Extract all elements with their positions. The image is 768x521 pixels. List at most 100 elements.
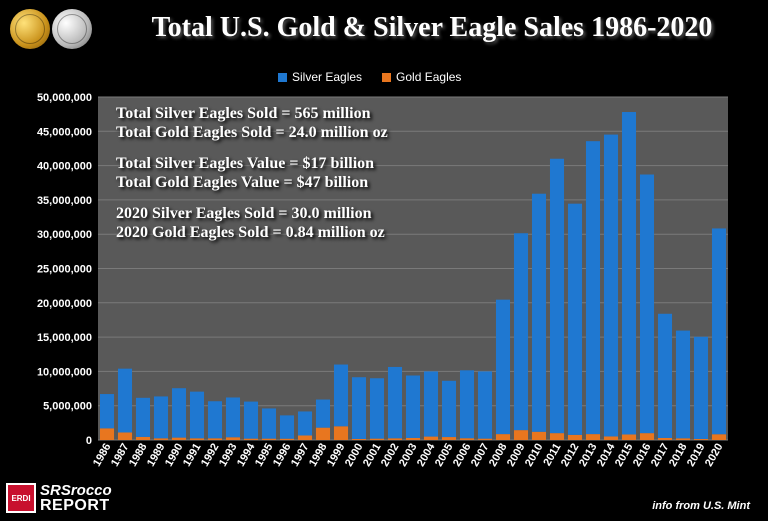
legend-swatch-silver (278, 72, 287, 82)
annotation-2020-gold: 2020 Gold Eagles Sold = 0.84 million oz (116, 224, 385, 241)
x-tick-label: 2016 (631, 442, 654, 469)
y-tick-label: 45,000,000 (37, 126, 92, 138)
y-tick-label: 35,000,000 (37, 195, 92, 207)
x-tick-label: 2008 (487, 442, 510, 469)
bar-silver-2008 (495, 299, 511, 435)
bar-gold-2018 (675, 438, 691, 440)
y-tick-label: 5,000,000 (43, 401, 92, 413)
x-tick-label: 2019 (685, 442, 708, 469)
legend-label-silver: Silver Eagles (292, 70, 363, 84)
bar-gold-2012 (567, 434, 583, 440)
bar-silver-2015 (621, 112, 637, 435)
bar-gold-2006 (459, 438, 475, 440)
bar-gold-2020 (711, 434, 727, 440)
bar-silver-2012 (567, 203, 583, 435)
bar-silver-2003 (405, 375, 421, 438)
bar-gold-1989 (153, 438, 169, 440)
x-tick-label: 1993 (217, 442, 240, 469)
legend-item-gold: Gold Eagles (382, 70, 461, 84)
x-tick-label: 2012 (559, 442, 582, 469)
bar-gold-1992 (207, 438, 223, 440)
bar-silver-1995 (261, 408, 277, 439)
bar-silver-2005 (441, 380, 457, 438)
logo-line2: REPORT (40, 497, 110, 514)
bar-silver-1992 (207, 401, 223, 439)
bar-silver-1991 (189, 391, 205, 439)
bar-silver-2002 (387, 366, 403, 439)
x-tick-label: 2013 (577, 442, 600, 469)
x-tick-label: 2002 (379, 442, 402, 469)
legend-label-gold: Gold Eagles (396, 70, 462, 84)
bar-silver-2014 (603, 134, 619, 437)
chart-title: Total U.S. Gold & Silver Eagle Sales 198… (151, 12, 713, 43)
bar-gold-2013 (585, 434, 601, 440)
bar-gold-2002 (387, 438, 403, 440)
bar-gold-1994 (243, 438, 259, 440)
bar-gold-1986 (99, 428, 115, 440)
y-tick-label: 10,000,000 (37, 366, 92, 378)
bar-gold-1990 (171, 437, 187, 440)
bar-silver-1998 (315, 399, 331, 428)
legend-swatch-gold (382, 72, 392, 82)
y-tick-label: 25,000,000 (37, 264, 92, 276)
logo-line1: SRSrocco (40, 482, 112, 499)
x-tick-label: 1988 (127, 442, 150, 469)
bar-gold-1996 (279, 438, 295, 440)
bar-silver-2020 (711, 228, 727, 435)
bar-gold-1988 (135, 436, 151, 440)
bar-silver-2010 (531, 193, 547, 432)
source-note: info from U.S. Mint (652, 500, 750, 512)
bar-gold-1995 (261, 438, 277, 440)
bar-silver-2000 (351, 377, 367, 439)
bar-silver-2001 (369, 378, 385, 439)
bar-gold-2000 (351, 438, 367, 440)
bar-silver-1987 (117, 368, 133, 433)
bar-gold-2010 (531, 431, 547, 440)
annotation-silver-total: Total Silver Eagles Sold = 565 million (116, 105, 371, 122)
silver-eagle-coin-icon (52, 9, 92, 49)
bar-silver-2006 (459, 370, 475, 439)
x-tick-label: 2009 (505, 442, 528, 469)
x-tick-label: 1999 (325, 442, 348, 469)
x-tick-label: 1991 (181, 442, 204, 469)
stats-annotation: Total Silver Eagles Sold = 565 million T… (116, 104, 388, 242)
x-tick-label: 1986 (91, 442, 114, 469)
bar-gold-2007 (477, 438, 493, 440)
bar-silver-2019 (693, 336, 709, 439)
x-tick-label: 2007 (469, 442, 492, 469)
chart-legend: Silver Eagles Gold Eagles (278, 70, 461, 84)
x-tick-label: 1998 (307, 442, 330, 469)
srsrocco-logo: ERDI SRSrocco REPORT (6, 480, 126, 516)
y-tick-label: 40,000,000 (37, 161, 92, 173)
logo-badge: ERDI (6, 483, 36, 513)
bar-gold-2017 (657, 437, 673, 440)
bar-silver-1997 (297, 411, 313, 436)
x-tick-label: 2017 (649, 442, 672, 469)
bar-gold-2004 (423, 436, 439, 440)
x-tick-label: 1987 (109, 442, 132, 469)
bar-silver-1989 (153, 396, 169, 439)
bar-silver-2013 (585, 141, 601, 435)
bar-gold-2011 (549, 433, 565, 440)
bar-silver-2004 (423, 371, 439, 437)
bar-gold-2015 (621, 434, 637, 440)
y-tick-label: 50,000,000 (37, 92, 92, 104)
bar-silver-2018 (675, 330, 691, 439)
x-tick-label: 2005 (433, 442, 456, 469)
y-tick-label: 20,000,000 (37, 298, 92, 310)
bar-silver-1999 (333, 364, 349, 427)
bar-gold-2001 (369, 438, 385, 440)
x-tick-label: 2001 (361, 442, 384, 469)
x-tick-label: 2003 (397, 442, 420, 469)
bar-gold-1997 (297, 435, 313, 440)
bar-gold-2005 (441, 437, 457, 440)
bar-silver-2007 (477, 371, 493, 439)
annotation-silver-value: Total Silver Eagles Value = $17 billion (116, 155, 375, 172)
x-tick-label: 1990 (163, 442, 186, 469)
bar-gold-1998 (315, 427, 331, 440)
bar-gold-2003 (405, 437, 421, 440)
x-tick-label: 2010 (523, 442, 546, 469)
y-tick-label: 30,000,000 (37, 229, 92, 241)
bar-gold-2016 (639, 433, 655, 440)
